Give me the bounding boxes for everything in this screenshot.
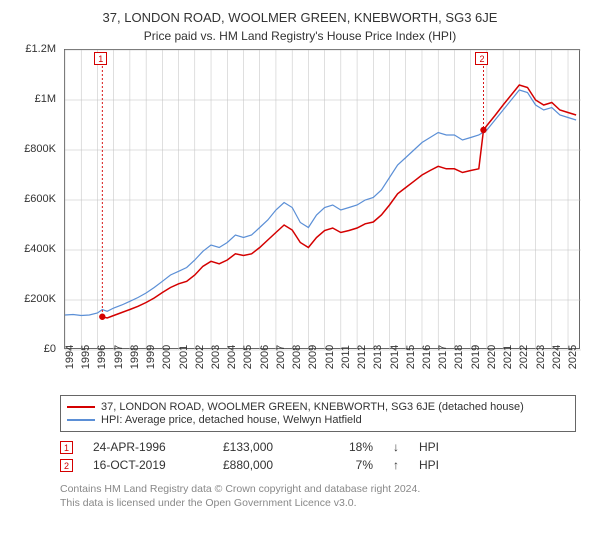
x-axis-tick-label: 2021 (502, 345, 514, 369)
y-axis-tick-label: £200K (24, 293, 56, 305)
legend-swatch (67, 419, 95, 421)
chart-area: £0£200K£400K£600K£800K£1M£1.2M1994199519… (20, 49, 580, 389)
series-line-price_paid (102, 85, 576, 318)
chart-subtitle: Price paid vs. HM Land Registry's House … (16, 29, 584, 43)
sale-price: £133,000 (223, 440, 313, 454)
chart-container: 37, LONDON ROAD, WOOLMER GREEN, KNEBWORT… (0, 0, 600, 560)
x-axis-tick-label: 1994 (64, 345, 76, 369)
y-axis-tick-label: £1.2M (25, 43, 56, 55)
legend-item: HPI: Average price, detached house, Welw… (67, 414, 569, 426)
plot-region (64, 49, 580, 349)
y-axis-tick-label: £0 (44, 343, 56, 355)
y-axis-tick-label: £600K (24, 193, 56, 205)
x-axis-tick-label: 1995 (80, 345, 92, 369)
x-axis-tick-label: 1998 (129, 345, 141, 369)
x-axis-tick-label: 2017 (437, 345, 449, 369)
x-axis-tick-label: 2008 (291, 345, 303, 369)
sale-price: £880,000 (223, 458, 313, 472)
plot-svg (65, 50, 581, 350)
legend-item: 37, LONDON ROAD, WOOLMER GREEN, KNEBWORT… (67, 401, 569, 413)
legend-label: 37, LONDON ROAD, WOOLMER GREEN, KNEBWORT… (101, 401, 524, 413)
sale-suffix: HPI (419, 458, 439, 472)
x-axis-tick-label: 2009 (307, 345, 319, 369)
sale-arrow-icon: ↓ (393, 440, 399, 454)
footer-line-1: Contains HM Land Registry data © Crown c… (60, 482, 576, 496)
x-axis-tick-label: 2016 (421, 345, 433, 369)
sale-row-marker: 2 (60, 459, 73, 472)
sale-date: 24-APR-1996 (93, 440, 203, 454)
sale-suffix: HPI (419, 440, 439, 454)
footer-line-2: This data is licensed under the Open Gov… (60, 496, 576, 510)
sale-row: 1 24-APR-1996 £133,000 18% ↓ HPI (60, 440, 576, 454)
x-axis-tick-label: 2015 (405, 345, 417, 369)
x-axis-tick-label: 2002 (194, 345, 206, 369)
series-line-hpi (65, 90, 576, 316)
sale-marker-box: 1 (94, 52, 107, 65)
y-axis-tick-label: £400K (24, 243, 56, 255)
x-axis-tick-label: 1999 (145, 345, 157, 369)
legend-swatch (67, 406, 95, 408)
legend: 37, LONDON ROAD, WOOLMER GREEN, KNEBWORT… (60, 395, 576, 432)
sales-table: 1 24-APR-1996 £133,000 18% ↓ HPI 2 16-OCT-2019 £… (60, 440, 576, 472)
legend-label: HPI: Average price, detached house, Welw… (101, 414, 362, 426)
y-axis-tick-label: £800K (24, 143, 56, 155)
x-axis-tick-label: 2013 (372, 345, 384, 369)
sale-pct: 7% (333, 458, 373, 472)
x-axis-tick-label: 2003 (210, 345, 222, 369)
sale-date: 16-OCT-2019 (93, 458, 203, 472)
x-axis-tick-label: 2019 (470, 345, 482, 369)
x-axis-tick-label: 2005 (242, 345, 254, 369)
sale-marker-dot (480, 127, 486, 133)
sale-row: 2 16-OCT-2019 £880,000 7% ↑ HPI (60, 458, 576, 472)
sale-pct: 18% (333, 440, 373, 454)
x-axis-tick-label: 2010 (324, 345, 336, 369)
chart-title-address: 37, LONDON ROAD, WOOLMER GREEN, KNEBWORT… (16, 10, 584, 25)
x-axis-tick-label: 2007 (275, 345, 287, 369)
x-axis-tick-label: 2025 (567, 345, 579, 369)
sale-marker-dot (99, 314, 105, 320)
y-axis-tick-label: £1M (35, 93, 56, 105)
x-axis-tick-label: 2020 (486, 345, 498, 369)
x-axis-tick-label: 2022 (518, 345, 530, 369)
sale-marker-box: 2 (475, 52, 488, 65)
x-axis-tick-label: 2014 (389, 345, 401, 369)
x-axis-tick-label: 2011 (340, 345, 352, 369)
x-axis-tick-label: 2006 (259, 345, 271, 369)
x-axis-tick-label: 2000 (161, 345, 173, 369)
x-axis-tick-label: 2018 (453, 345, 465, 369)
x-axis-tick-label: 2001 (178, 345, 190, 369)
x-axis-tick-label: 2024 (551, 345, 563, 369)
x-axis-tick-label: 2004 (226, 345, 238, 369)
x-axis-tick-label: 2012 (356, 345, 368, 369)
x-axis-tick-label: 1997 (113, 345, 125, 369)
footer-attribution: Contains HM Land Registry data © Crown c… (60, 482, 576, 510)
sale-arrow-icon: ↑ (393, 458, 399, 472)
sale-row-marker: 1 (60, 441, 73, 454)
x-axis-tick-label: 1996 (96, 345, 108, 369)
x-axis-tick-label: 2023 (535, 345, 547, 369)
